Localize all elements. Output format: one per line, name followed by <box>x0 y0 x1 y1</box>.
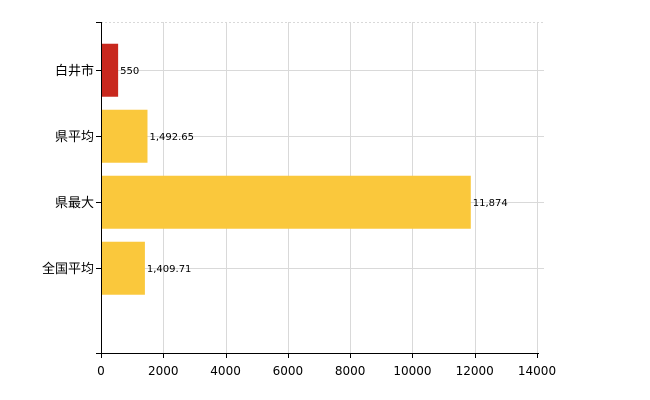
x-tick-label: 8000 <box>335 364 366 378</box>
bar-2 <box>101 109 148 163</box>
x-tick-label: 2000 <box>148 364 179 378</box>
category-label-1: 白井市 <box>55 63 94 79</box>
bar-4 <box>101 241 145 295</box>
data-label-3: 11,874 <box>473 198 508 209</box>
axes <box>96 22 539 358</box>
category-label-4: 全国平均 <box>42 261 94 277</box>
bar-3 <box>101 175 471 229</box>
x-tick-label: 6000 <box>273 364 304 378</box>
data-label-4: 1,409.71 <box>147 264 192 275</box>
category-label-3: 県最大 <box>55 196 94 211</box>
x-tick-label: 14000 <box>518 364 556 378</box>
x-tick-label: 0 <box>97 364 105 378</box>
data-label-2: 1,492.65 <box>149 132 194 143</box>
x-tick-label: 12000 <box>456 364 494 378</box>
bars <box>101 43 471 295</box>
data-label-1: 550 <box>120 66 139 77</box>
x-tick-label: 4000 <box>210 364 241 378</box>
category-label-2: 県平均 <box>55 130 94 145</box>
bar-1 <box>101 43 119 97</box>
x-tick-label: 10000 <box>393 364 431 378</box>
